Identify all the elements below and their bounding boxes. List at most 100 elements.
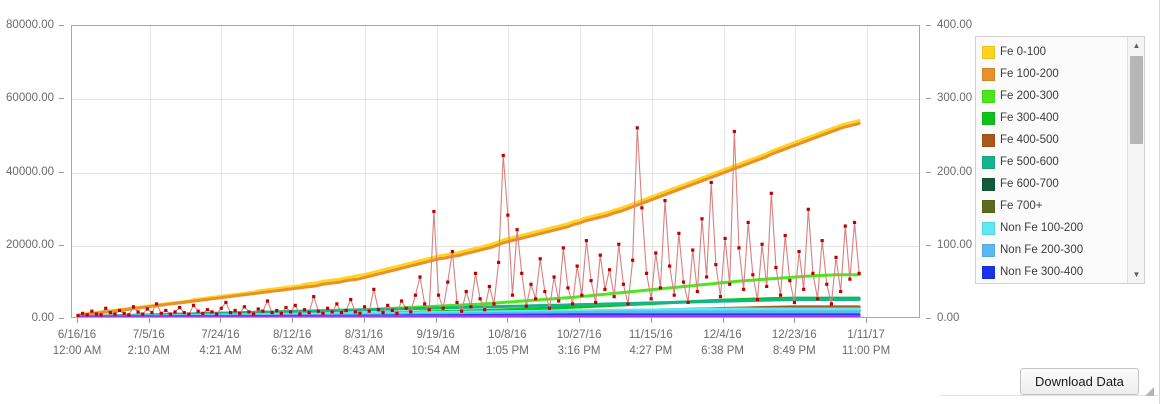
data-point-marker — [852, 220, 857, 225]
legend-item-label: Fe 100-200 — [1000, 68, 1059, 80]
data-point-marker — [774, 265, 778, 270]
data-point-marker — [122, 311, 126, 315]
data-point-marker — [386, 303, 390, 307]
data-point-marker — [335, 302, 339, 306]
data-point-marker — [219, 306, 223, 310]
data-point-marker — [307, 311, 311, 315]
gridline-vertical — [867, 26, 868, 317]
data-point-marker — [478, 297, 482, 301]
data-point-marker — [561, 246, 565, 250]
legend-item[interactable]: Fe 200-300 — [982, 85, 1128, 107]
legend-item[interactable]: Fe 700+ — [982, 195, 1128, 217]
data-point-marker — [168, 312, 173, 316]
legend-item[interactable]: Fe 400-500 — [982, 129, 1128, 151]
y-axis-left-tick-label: 80000.00 — [6, 19, 54, 31]
data-point-marker — [413, 293, 418, 297]
data-point-marker — [658, 286, 662, 290]
data-point-marker — [353, 310, 357, 314]
data-point-marker — [312, 295, 316, 299]
legend-item-label: Fe 600-700 — [1000, 178, 1059, 190]
data-point-marker — [741, 287, 746, 291]
legend-list: Fe 0-100 Fe 100-200 Fe 200-300 Fe 300-400 Fe… — [976, 37, 1128, 284]
data-point-marker — [150, 311, 154, 315]
data-point-marker — [820, 239, 824, 243]
data-point-marker — [464, 289, 468, 294]
x-tick-date: 6/16/16 — [57, 329, 97, 341]
gridline-vertical — [364, 26, 366, 317]
data-point-marker — [543, 289, 547, 294]
data-point-marker — [607, 268, 612, 272]
data-point-marker — [769, 191, 773, 195]
legend-item-label: Non Fe 100-200 — [1000, 222, 1084, 234]
legend-item[interactable]: Fe 600-700 — [982, 173, 1128, 195]
data-point-marker — [672, 293, 676, 297]
legend-color-swatch — [982, 155, 995, 169]
legend-item[interactable]: Fe 0-100 — [982, 41, 1128, 63]
x-axis-tick-label: 8/12/16 6:32 AM — [271, 327, 313, 359]
x-tick-time: 10:54 AM — [411, 345, 460, 357]
legend-box[interactable]: Fe 0-100 Fe 100-200 Fe 200-300 Fe 300-400 Fe… — [975, 36, 1145, 284]
data-point-marker — [399, 299, 404, 303]
data-point-marker — [178, 305, 182, 310]
x-axis-tick — [722, 318, 724, 323]
triangle-down-icon[interactable]: ▼ — [1132, 270, 1141, 279]
data-point-marker — [524, 304, 528, 308]
data-point-marker — [510, 293, 515, 297]
data-point-marker — [668, 264, 672, 268]
legend-item[interactable]: Non Fe 300-400 — [982, 261, 1128, 283]
data-point-marker — [191, 303, 196, 307]
data-point-marker — [316, 309, 320, 313]
x-tick-date: 8/31/16 — [344, 329, 384, 341]
legend-color-swatch — [982, 177, 995, 191]
data-point-marker — [108, 311, 112, 315]
y-axis-tick — [926, 98, 931, 100]
data-point-marker — [94, 312, 99, 316]
gridline-vertical — [651, 26, 653, 317]
y-axis-right-tick-label: 300.00 — [937, 92, 973, 105]
legend-color-swatch — [982, 111, 995, 125]
data-point-marker — [154, 302, 159, 306]
data-point-marker — [857, 271, 861, 275]
scrollbar-thumb[interactable] — [1130, 56, 1143, 144]
data-point-marker — [90, 309, 94, 313]
data-point-marker — [547, 306, 552, 310]
triangle-up-icon[interactable]: ▲ — [1132, 41, 1141, 50]
legend-item[interactable]: Non Fe 100-200 — [982, 217, 1128, 239]
data-point-marker — [238, 311, 242, 315]
legend-item[interactable]: Fe 300-400 — [982, 107, 1128, 129]
data-point-marker — [339, 311, 344, 315]
data-point-marker — [783, 233, 787, 238]
x-axis-tick-label: 12/4/16 6:38 PM — [701, 327, 744, 359]
legend-color-swatch — [982, 265, 995, 279]
data-point-marker — [145, 307, 149, 311]
data-point-marker — [224, 300, 228, 305]
panel-right-divider — [1159, 0, 1160, 404]
data-point-marker — [182, 311, 186, 315]
y-axis-tick — [59, 98, 64, 100]
legend-item[interactable]: Non Fe 400-500 — [982, 283, 1128, 284]
data-point-marker — [695, 289, 699, 294]
data-point-marker — [284, 305, 288, 310]
download-data-button[interactable]: Download Data — [1020, 368, 1139, 395]
data-point-marker — [705, 275, 709, 279]
y-axis-right-tick-label: 400.00 — [937, 19, 973, 31]
data-point-marker — [644, 271, 649, 275]
resize-grip-icon[interactable] — [1143, 385, 1155, 397]
data-point-marker — [376, 308, 381, 312]
legend-item[interactable]: Non Fe 200-300 — [982, 239, 1128, 261]
x-axis-tick — [220, 318, 222, 323]
x-tick-time: 3:16 PM — [557, 345, 601, 357]
legend-item[interactable]: Fe 100-200 — [982, 63, 1128, 85]
y-axis-right-tick-label: 0.00 — [937, 312, 960, 324]
data-point-marker — [418, 275, 422, 279]
data-point-marker — [501, 153, 505, 158]
y-axis-left: 0.00 20000.00 40000.00 60000.00 80000.00 — [0, 19, 64, 324]
legend-scrollbar[interactable]: ▲ ▼ — [1127, 37, 1144, 283]
legend-color-swatch — [982, 133, 995, 147]
data-point-marker — [423, 302, 427, 306]
x-tick-date: 11/15/16 — [628, 329, 673, 341]
y-axis-left-tick-label: 20000.00 — [6, 238, 54, 251]
legend-item[interactable]: Fe 500-600 — [982, 151, 1128, 173]
x-tick-date: 1/11/17 — [847, 329, 885, 341]
data-point-marker — [196, 309, 200, 313]
